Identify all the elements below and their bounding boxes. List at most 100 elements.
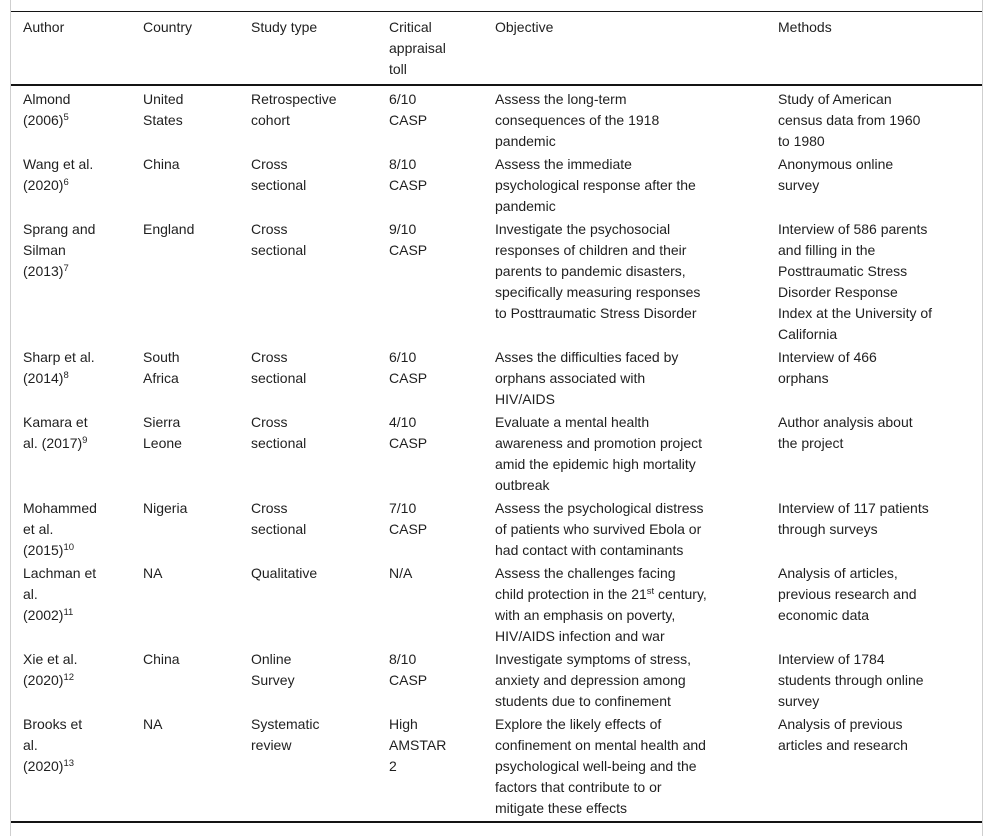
cell-text: 9/10 CASP bbox=[389, 221, 428, 258]
cell-objective: Explore the likely effects of confinemen… bbox=[483, 714, 766, 822]
author-name: Wang et al. (2020) bbox=[23, 156, 94, 193]
cell-text: South Africa bbox=[143, 349, 180, 386]
cell-methods: Study of American census data from 1960 … bbox=[766, 85, 982, 154]
cell-appraisal: High AMSTAR 2 bbox=[377, 714, 483, 822]
cell-text: Assess the psychological distress of pat… bbox=[495, 500, 704, 558]
cell-text: 6/10 CASP bbox=[389, 91, 428, 128]
table-row: Brooks et al. (2020)13 NA Systematic revie… bbox=[11, 714, 982, 822]
reference-superscript: 11 bbox=[63, 607, 74, 618]
cell-text: Anonymous online survey bbox=[778, 156, 894, 193]
header-row: Author Country Study type Critical appra… bbox=[11, 11, 982, 86]
cell-appraisal: N/A bbox=[377, 563, 483, 649]
cell-text: Interview of 1784 students through onlin… bbox=[778, 651, 924, 709]
reference-superscript: 12 bbox=[63, 672, 75, 683]
cell-text: Cross sectional bbox=[251, 156, 307, 193]
ordinal-superscript: st bbox=[646, 586, 655, 597]
cell-text: Investigate symptoms of stress, anxiety … bbox=[495, 651, 692, 709]
cell-text: Cross sectional bbox=[251, 500, 307, 537]
cell-country: United States bbox=[131, 85, 239, 154]
cell-study-type: Systematic review bbox=[239, 714, 377, 822]
cell-text: Analysis of articles, previous research … bbox=[778, 565, 917, 623]
cell-text: Interview of 117 patients through survey… bbox=[778, 500, 929, 537]
cell-text: Author analysis about the project bbox=[778, 414, 913, 451]
cell-objective: Assess the psychological distress of pat… bbox=[483, 498, 766, 563]
column-header-objective: Objective bbox=[483, 11, 766, 86]
cell-text: Nigeria bbox=[143, 500, 188, 516]
cell-text: Cross sectional bbox=[251, 349, 307, 386]
cell-author: Kamara et al. (2017)9 bbox=[11, 412, 131, 498]
cell-appraisal: 6/10 CASP bbox=[377, 85, 483, 154]
cell-text: Sierra Leone bbox=[143, 414, 182, 451]
cell-author: Brooks et al. (2020)13 bbox=[11, 714, 131, 822]
cell-objective: Assess the long-term consequences of the… bbox=[483, 85, 766, 154]
cell-text: High AMSTAR 2 bbox=[389, 716, 447, 774]
cell-text: Cross sectional bbox=[251, 221, 307, 258]
cell-author: Wang et al. (2020)6 bbox=[11, 154, 131, 219]
author-name: Sharp et al. (2014) bbox=[23, 349, 95, 386]
cell-objective: Assess the immediate psychological respo… bbox=[483, 154, 766, 219]
table-row: Almond (2006)5 United States Retrospective… bbox=[11, 85, 982, 154]
cell-text: Asses the difficulties faced by orphans … bbox=[495, 349, 679, 407]
cell-text: Evaluate a mental health awareness and p… bbox=[495, 414, 703, 493]
table-row: Sharp et al. (2014)8 South Africa Cross se… bbox=[11, 347, 982, 412]
cell-appraisal: 8/10 CASP bbox=[377, 154, 483, 219]
cell-methods: Analysis of articles, previous research … bbox=[766, 563, 982, 649]
cell-methods: Interview of 1784 students through onlin… bbox=[766, 649, 982, 714]
table-row: Sprang and Silman (2013)7 England Cross se… bbox=[11, 219, 982, 347]
author-name: Almond (2006) bbox=[23, 91, 71, 128]
cell-text: century, with an emphasis on poverty, HI… bbox=[495, 586, 707, 644]
cell-methods: Interview of 117 patients through survey… bbox=[766, 498, 982, 563]
cell-text: 7/10 CASP bbox=[389, 500, 428, 537]
cell-text: Interview of 586 parents and filling in … bbox=[778, 221, 933, 342]
cell-author: Xie et al. (2020)12 bbox=[11, 649, 131, 714]
cell-study-type: Retrospective cohort bbox=[239, 85, 377, 154]
cell-text: Explore the likely effects of confinemen… bbox=[495, 716, 706, 816]
cell-study-type: Online Survey bbox=[239, 649, 377, 714]
reference-superscript: 9 bbox=[82, 435, 88, 446]
cell-methods: Interview of 466 orphans bbox=[766, 347, 982, 412]
cell-study-type: Cross sectional bbox=[239, 219, 377, 347]
cell-text: Qualitative bbox=[251, 565, 318, 581]
cell-text: Investigate the psychosocial responses o… bbox=[495, 221, 701, 321]
cell-country: Nigeria bbox=[131, 498, 239, 563]
reference-superscript: 10 bbox=[63, 542, 75, 553]
cell-author: Sharp et al. (2014)8 bbox=[11, 347, 131, 412]
cell-text: 8/10 CASP bbox=[389, 156, 428, 193]
cell-study-type: Cross sectional bbox=[239, 154, 377, 219]
reference-superscript: 7 bbox=[63, 263, 69, 274]
reference-superscript: 6 bbox=[63, 177, 69, 188]
cell-text: 8/10 CASP bbox=[389, 651, 428, 688]
cell-text: Interview of 466 orphans bbox=[778, 349, 877, 386]
cell-text: 4/10 CASP bbox=[389, 414, 428, 451]
cell-text: Assess the immediate psychological respo… bbox=[495, 156, 696, 214]
cell-methods: Author analysis about the project bbox=[766, 412, 982, 498]
cell-author: Mohammed et al. (2015)10 bbox=[11, 498, 131, 563]
table-row: Lachman et al. (2002)11 NA Qualitative N/A A… bbox=[11, 563, 982, 649]
cell-country: NA bbox=[131, 563, 239, 649]
author-name: Kamara et al. (2017) bbox=[23, 414, 88, 451]
column-header-country: Country bbox=[131, 11, 239, 86]
cell-text: NA bbox=[143, 716, 163, 732]
cell-study-type: Cross sectional bbox=[239, 412, 377, 498]
table-row: Wang et al. (2020)6 China Cross sectional 8… bbox=[11, 154, 982, 219]
cell-text: Online Survey bbox=[251, 651, 295, 688]
table-row: Xie et al. (2020)12 China Online Survey 8/1… bbox=[11, 649, 982, 714]
table-row: Mohammed et al. (2015)10 Nigeria Cross sec… bbox=[11, 498, 982, 563]
cell-text: 6/10 CASP bbox=[389, 349, 428, 386]
cell-objective: Evaluate a mental health awareness and p… bbox=[483, 412, 766, 498]
table-row: Kamara et al. (2017)9 Sierra Leone Cross s… bbox=[11, 412, 982, 498]
cell-study-type: Cross sectional bbox=[239, 498, 377, 563]
author-name: Sprang and Silman (2013) bbox=[23, 221, 96, 279]
cell-author: Almond (2006)5 bbox=[11, 85, 131, 154]
cell-country: Sierra Leone bbox=[131, 412, 239, 498]
cell-country: China bbox=[131, 649, 239, 714]
author-name: Brooks et al. (2020) bbox=[23, 716, 83, 774]
cell-text: Assess the long-term consequences of the… bbox=[495, 91, 660, 149]
column-header-appraisal: Critical appraisal toll bbox=[377, 11, 483, 86]
cell-objective: Asses the difficulties faced by orphans … bbox=[483, 347, 766, 412]
cell-text: Assess the challenges facing child prote… bbox=[495, 565, 676, 602]
cell-methods: Anonymous online survey bbox=[766, 154, 982, 219]
table-header: Author Country Study type Critical appra… bbox=[11, 11, 982, 86]
author-name: Lachman et al. (2002) bbox=[23, 565, 97, 623]
cell-appraisal: 4/10 CASP bbox=[377, 412, 483, 498]
